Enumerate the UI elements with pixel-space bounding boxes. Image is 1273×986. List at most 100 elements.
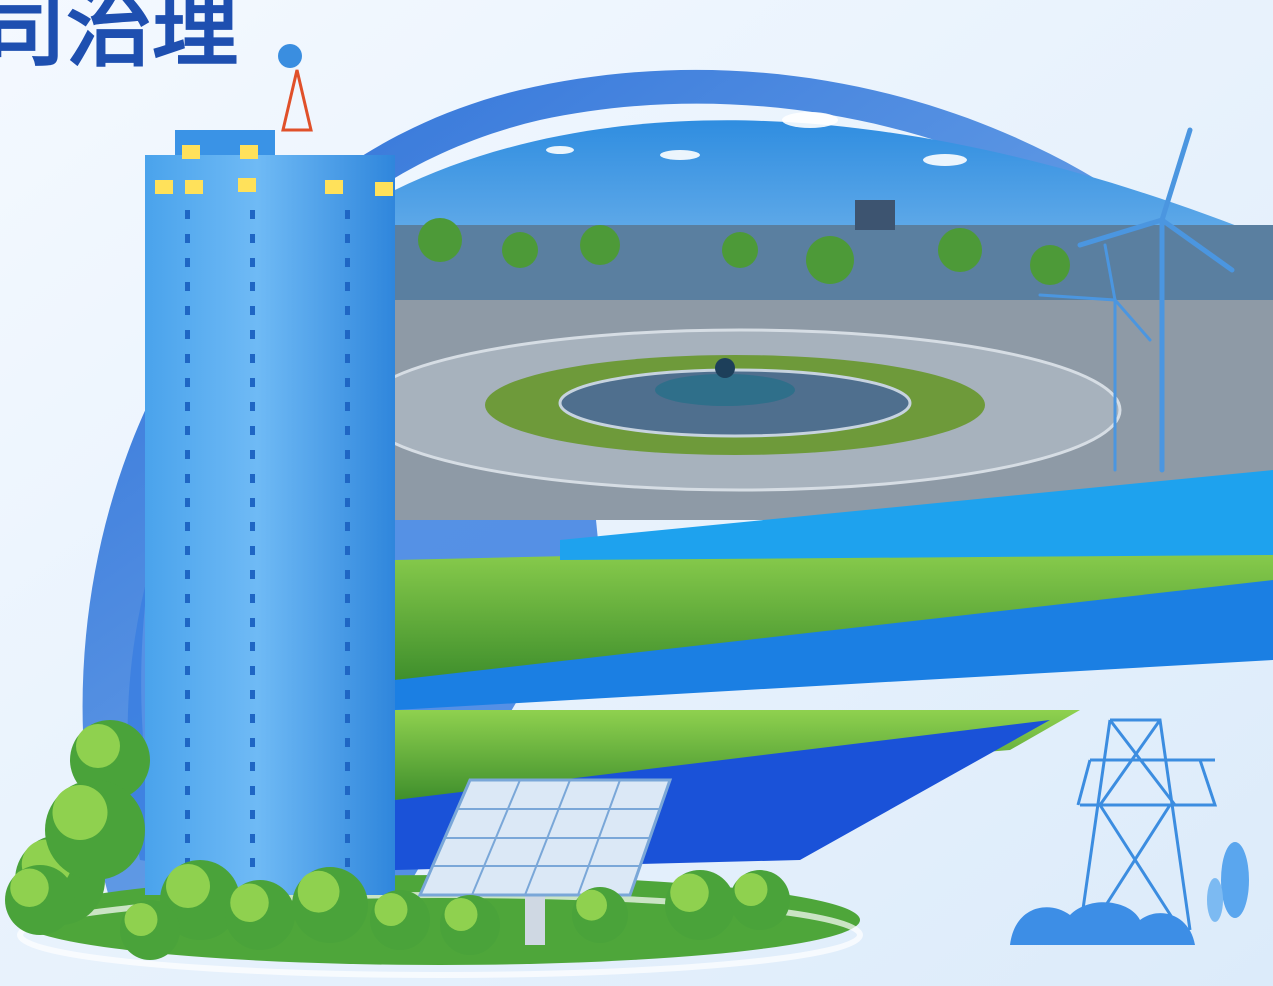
- window: [185, 570, 190, 579]
- window: [345, 810, 350, 819]
- window: [345, 714, 350, 723]
- window: [345, 210, 350, 219]
- window: [345, 330, 350, 339]
- window: [185, 498, 190, 507]
- fountain: [655, 374, 795, 406]
- window: [345, 642, 350, 651]
- tree-highlight: [734, 873, 768, 906]
- power-pylon: [1076, 718, 1218, 931]
- tree-highlight: [76, 724, 120, 768]
- tree-highlight: [374, 893, 408, 926]
- window: [185, 666, 190, 675]
- panel-post: [525, 890, 545, 945]
- trees: [5, 720, 790, 960]
- window: [250, 810, 255, 819]
- window: [345, 306, 350, 315]
- window: [250, 786, 255, 795]
- window: [250, 282, 255, 291]
- window: [250, 642, 255, 651]
- lit-window: [238, 178, 256, 192]
- lit-window: [240, 145, 258, 159]
- window: [345, 858, 350, 867]
- window: [250, 210, 255, 219]
- window: [345, 618, 350, 627]
- tree-highlight: [576, 889, 607, 921]
- window: [185, 354, 190, 363]
- window: [250, 474, 255, 483]
- window: [185, 306, 190, 315]
- window: [345, 762, 350, 771]
- window: [345, 594, 350, 603]
- window: [250, 426, 255, 435]
- window: [185, 810, 190, 819]
- window: [345, 666, 350, 675]
- tree-highlight: [230, 883, 269, 922]
- tree-highlight: [444, 898, 478, 931]
- window: [185, 714, 190, 723]
- lit-window: [185, 180, 203, 194]
- window: [185, 402, 190, 411]
- window: [250, 570, 255, 579]
- window: [185, 690, 190, 699]
- window: [345, 474, 350, 483]
- window: [345, 378, 350, 387]
- window: [185, 522, 190, 531]
- window: [250, 258, 255, 267]
- window: [185, 450, 190, 459]
- window: [250, 594, 255, 603]
- window: [345, 402, 350, 411]
- tree-icon: [1221, 842, 1249, 918]
- clouds: [546, 112, 967, 166]
- window: [250, 330, 255, 339]
- window: [185, 378, 190, 387]
- tree-highlight: [52, 785, 108, 840]
- lit-window: [182, 145, 200, 159]
- fountain-ball: [715, 358, 735, 378]
- window: [185, 282, 190, 291]
- window: [185, 258, 190, 267]
- window: [345, 570, 350, 579]
- window: [345, 546, 350, 555]
- tree-row: [418, 218, 1070, 285]
- window: [185, 426, 190, 435]
- window: [185, 474, 190, 483]
- page-title: 司治理: [0, 0, 238, 79]
- window: [345, 426, 350, 435]
- window: [250, 546, 255, 555]
- tower-windows: [155, 145, 393, 867]
- window: [185, 834, 190, 843]
- window: [250, 618, 255, 627]
- window: [345, 690, 350, 699]
- window: [345, 234, 350, 243]
- window: [185, 642, 190, 651]
- tree-highlight: [10, 868, 49, 907]
- window: [185, 234, 190, 243]
- window: [250, 354, 255, 363]
- window: [185, 618, 190, 627]
- window: [250, 738, 255, 747]
- window: [250, 306, 255, 315]
- window: [345, 522, 350, 531]
- panel-grid: [433, 779, 660, 896]
- window: [185, 762, 190, 771]
- antenna-ball: [278, 44, 302, 68]
- window: [345, 786, 350, 795]
- tree-highlight: [670, 873, 709, 912]
- tree-icon: [1207, 878, 1223, 922]
- tree-highlight: [166, 864, 210, 908]
- window: [250, 690, 255, 699]
- window: [185, 210, 190, 219]
- window: [345, 738, 350, 747]
- window: [345, 258, 350, 267]
- window: [250, 858, 255, 867]
- tower: [145, 155, 395, 895]
- stripe: [395, 580, 1273, 710]
- tree-highlight: [124, 903, 158, 936]
- window: [250, 234, 255, 243]
- window: [345, 834, 350, 843]
- window: [185, 330, 190, 339]
- window: [250, 834, 255, 843]
- window: [185, 594, 190, 603]
